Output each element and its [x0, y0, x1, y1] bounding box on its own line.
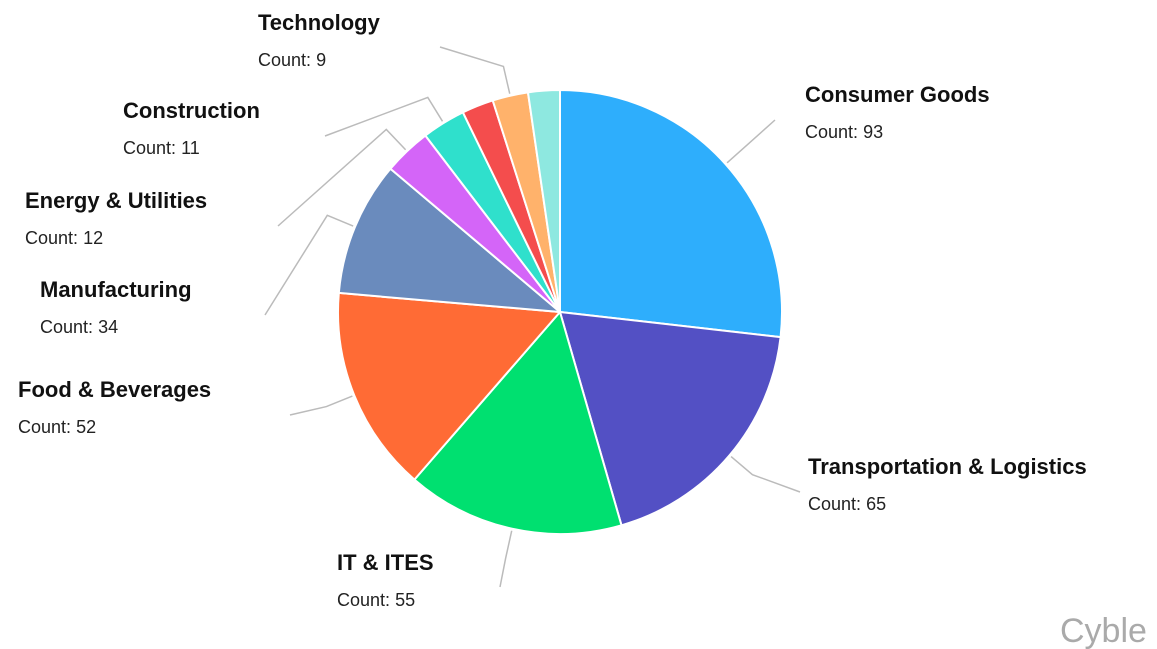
- leader-line: [289, 395, 353, 416]
- pie-slice: [559, 311, 782, 527]
- count-prefix: Count:: [25, 228, 78, 248]
- count-value: 52: [76, 417, 96, 437]
- category-label: Energy & Utilities: [25, 188, 207, 213]
- count-prefix: Count:: [18, 417, 71, 437]
- pie-slice: [337, 291, 561, 481]
- category-label: Transportation & Logistics: [808, 454, 1087, 479]
- watermark: Cyble: [1060, 612, 1147, 649]
- count-prefix: Count:: [123, 138, 176, 158]
- leader-line: [264, 214, 354, 316]
- count-label: Count: 52: [18, 417, 96, 437]
- count-label: Count: 55: [337, 590, 415, 610]
- count-prefix: Count:: [258, 50, 311, 70]
- count-prefix: Count:: [805, 122, 858, 142]
- count-value: 65: [866, 494, 886, 514]
- count-value: 11: [181, 138, 200, 158]
- category-label: Consumer Goods: [805, 82, 990, 107]
- leader-line: [499, 530, 513, 588]
- leader-line: [324, 96, 444, 137]
- count-label: Count: 11: [123, 138, 200, 158]
- pie-slice: [559, 89, 783, 339]
- count-value: 9: [316, 50, 326, 70]
- count-prefix: Count:: [40, 317, 93, 337]
- count-label: Count: 9: [258, 50, 326, 70]
- category-label: Manufacturing: [40, 277, 192, 302]
- category-label: Food & Beverages: [18, 377, 211, 402]
- leader-line: [730, 456, 801, 493]
- leader-line: [277, 128, 407, 227]
- leader-line: [439, 46, 511, 94]
- count-value: 34: [98, 317, 118, 337]
- pie-slice: [337, 167, 561, 313]
- count-prefix: Count:: [808, 494, 861, 514]
- count-value: 55: [395, 590, 415, 610]
- category-label: Technology: [258, 10, 381, 35]
- count-label: Count: 93: [805, 122, 883, 142]
- count-label: Count: 65: [808, 494, 886, 514]
- count-prefix: Count:: [337, 590, 390, 610]
- category-label: Construction: [123, 98, 260, 123]
- pie-slice: [413, 311, 623, 535]
- count-value: 93: [863, 122, 883, 142]
- count-label: Count: 12: [25, 228, 103, 248]
- pie-slice: [526, 89, 561, 313]
- count-value: 12: [83, 228, 103, 248]
- leader-line: [726, 119, 776, 164]
- count-label: Count: 34: [40, 317, 118, 337]
- category-label: IT & ITES: [337, 550, 434, 575]
